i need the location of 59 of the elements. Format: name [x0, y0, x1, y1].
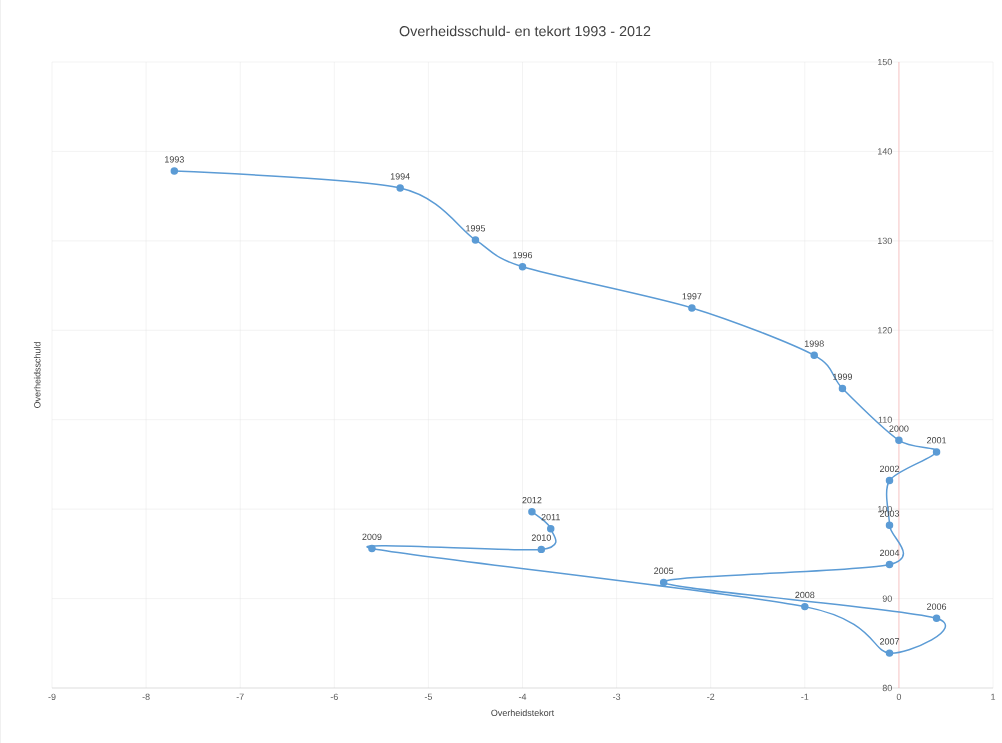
x-tick-label: -7	[236, 693, 244, 700]
annotation: 2007	[879, 638, 900, 645]
y-tick-label: 90	[882, 595, 892, 602]
x-tick-label: -5	[424, 693, 433, 700]
annotation: 2010	[531, 534, 551, 541]
y-tick-label: 150	[878, 58, 892, 66]
annotation: 2005	[654, 567, 674, 574]
annotation: 2012	[522, 496, 542, 504]
x-tick-label: 0	[896, 693, 902, 700]
x-tick-label: -2	[707, 693, 715, 700]
x-tick-label: -9	[48, 693, 56, 700]
x-axis-title: Overheidstekort	[491, 709, 555, 717]
point	[932, 448, 941, 456]
x-tick-label: -4	[518, 693, 527, 700]
annotation: 2002	[879, 465, 900, 473]
annotation: 1995	[466, 225, 486, 232]
point	[885, 476, 894, 485]
y-tick-label: 140	[878, 148, 892, 155]
point	[659, 578, 668, 587]
annotation: 2011	[541, 513, 560, 521]
point	[688, 304, 696, 312]
point	[528, 508, 536, 516]
x-tick-label: -1	[801, 693, 809, 700]
y-tick-label: 110	[878, 416, 892, 423]
y-tick-label: 130	[878, 237, 892, 245]
point	[932, 614, 941, 622]
annotation: 2001	[927, 437, 947, 444]
point	[885, 521, 894, 529]
annotation: 2008	[795, 591, 815, 599]
point	[368, 544, 376, 553]
point	[396, 184, 404, 192]
x-tick-label: -3	[613, 693, 621, 700]
chart-title: Overheidsschuld- en tekort 1993 - 2012	[399, 25, 651, 37]
point	[895, 436, 903, 445]
point	[537, 545, 546, 554]
annotation: 2000	[889, 425, 909, 432]
annotation: 2009	[362, 533, 382, 540]
x-tick-label: 1	[991, 693, 996, 700]
point	[885, 560, 894, 569]
y-tick-label: 120	[878, 327, 892, 334]
point	[801, 602, 809, 611]
y-tick-label: 80	[882, 684, 892, 692]
point	[838, 384, 847, 393]
annotation: 1994	[390, 173, 410, 180]
annotation: 1993	[165, 156, 184, 163]
annotation: 1998	[804, 340, 824, 347]
x-tick-label: -6	[330, 693, 338, 700]
point	[170, 167, 179, 175]
point	[810, 351, 818, 360]
annotation: 2004	[879, 549, 900, 557]
point	[518, 263, 527, 271]
point	[547, 525, 555, 533]
x-tick-label: -8	[142, 693, 150, 700]
annotation: 1996	[513, 251, 533, 259]
y-axis-title: Overheidsschuld	[33, 342, 41, 408]
point	[885, 649, 894, 657]
annotation: 2006	[927, 603, 947, 610]
annotation: 1997	[682, 293, 702, 300]
point	[471, 236, 480, 244]
